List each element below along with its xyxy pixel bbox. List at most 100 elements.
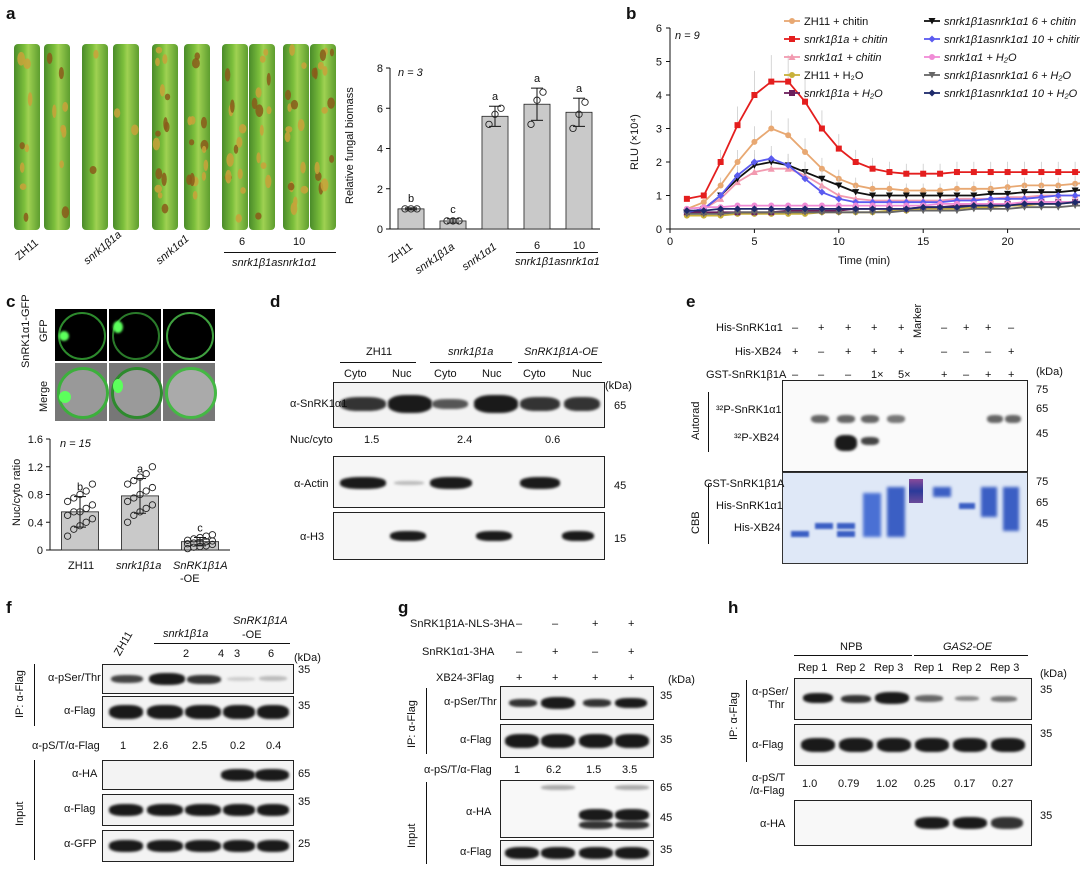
side-bracket [746,680,747,762]
data-point [767,205,775,213]
data-point [953,207,961,215]
condition-cell: – [818,346,825,358]
group-label: snrk1β1a [163,628,209,640]
lesion [263,48,269,56]
condition-cell: + [552,672,559,684]
data-point [751,92,758,98]
significance-letter: a [137,464,144,476]
data-point [63,532,72,540]
data-point [136,508,144,516]
data-point [142,487,150,495]
blot-pser [102,664,294,694]
data-point [734,209,742,216]
lesion [285,126,293,133]
lane-label: 2 [183,648,190,660]
lesion [113,108,121,118]
micrograph-merge [55,363,109,421]
condition-cell: + [845,322,852,334]
lesion [251,97,258,110]
data-point [928,72,936,79]
data-point [76,508,84,516]
data-point [937,170,944,177]
significance-letter: c [450,204,456,216]
condition-cell: – [516,618,523,630]
data-point [987,202,995,210]
lesion [201,145,207,154]
group-bracket [340,362,416,363]
ratio-value: 3.5 [622,764,638,776]
lesion [23,58,31,70]
data-point [190,535,198,543]
condition-cell: + [985,369,992,381]
category-label: 6 [534,240,540,252]
data-point [717,182,724,189]
data-point [1054,192,1062,199]
marker-label: Marker [912,303,924,338]
blot-ha [794,800,1032,846]
lesion [321,107,328,114]
mw-label: 45 [614,480,627,492]
lesion [225,169,232,184]
bar [481,115,509,230]
rep-label: Rep 1 [914,662,944,674]
data-point [70,494,78,502]
data-point [788,53,796,60]
data-point [987,190,995,198]
data-point [717,192,725,199]
group-label: -OE [242,629,262,641]
data-point [852,189,860,196]
data-point [818,165,825,172]
y-tick-label: 3 [656,124,662,136]
fraction-label: Cyto [344,368,367,380]
category-label: ZH11 [387,241,415,266]
legend-label: snrk1β1asnrk1α1 6 + chitin [944,16,1076,28]
blot-ha [500,780,654,838]
micrograph [109,309,161,361]
condition-cell: + [592,618,599,630]
category-label: ZH11 [68,560,95,572]
ratio-value: 2.5 [192,740,208,752]
condition-cell: + [628,646,635,658]
leaf-image [152,44,178,230]
lesion [290,202,298,216]
data-point [82,487,90,495]
significance-letter: b [408,193,414,205]
lesion [61,206,70,219]
ratio-value: 0.79 [838,778,860,790]
panel-a-label: a [6,4,16,23]
ratio-label: α-pS/T/α-Flag [32,740,100,752]
condition-label: His-XB24 [735,346,782,358]
lesion [19,162,25,173]
data-point [928,89,936,97]
autorad-label: Autorad [690,401,702,440]
legend-label: snrk1β1asnrk1α1 10 + H₂O [944,88,1078,100]
lesion [255,212,262,220]
data-point [734,171,742,179]
lesion [154,184,163,193]
lesion [157,192,163,199]
n-label: n = 15 [60,438,91,450]
data-point [88,501,97,509]
condition-cell: – [985,346,992,358]
condition-cell: – [941,346,948,358]
mw-label: 35 [1040,728,1053,740]
ratio-value: 1.5 [364,434,380,446]
series-line [683,198,1080,215]
lesion [59,160,64,169]
lesion [60,124,66,133]
lesion [259,124,264,136]
data-point [852,209,860,216]
data-point [751,138,758,145]
micrograph-merge [109,363,163,421]
lesion [187,116,193,126]
ratio-value: 2.6 [153,740,169,752]
bar [565,111,593,230]
condition-cell: – [792,369,799,381]
lesion [297,118,305,132]
rep-label: Rep 2 [952,662,982,674]
lesion [236,136,243,148]
data-point [1004,184,1011,191]
mw-label: 35 [298,664,311,676]
condition-cell: 5× [898,369,911,381]
blot-ha [102,760,294,790]
